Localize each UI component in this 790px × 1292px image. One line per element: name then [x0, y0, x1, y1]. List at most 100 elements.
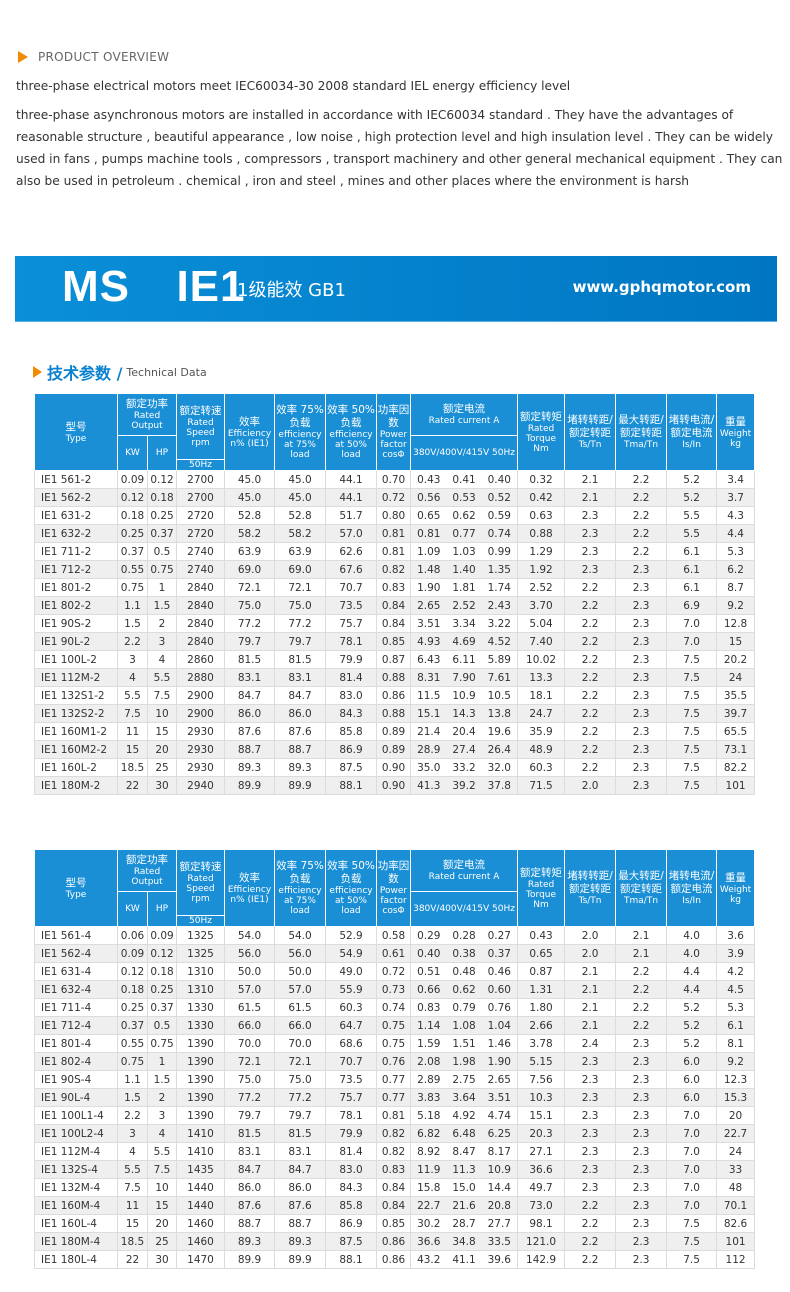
- cell: 22.7: [410, 1196, 447, 1215]
- cell: 22: [117, 776, 148, 795]
- cell: 61.5: [274, 998, 327, 1017]
- table-row: IE1 631-4 0.12 0.18 1310 50.0 50.0 49.0 0.72 0.5…: [34, 962, 756, 981]
- cell: 77.2: [224, 1088, 276, 1107]
- cell: 2.2: [564, 1232, 617, 1251]
- cell: 0.37: [146, 998, 178, 1017]
- cell: 4.93: [410, 632, 447, 651]
- cell: IE1 631-2: [34, 506, 118, 525]
- cell: 0.48: [446, 962, 482, 981]
- cell: 2.2: [117, 632, 148, 651]
- cell: 36.6: [517, 1160, 566, 1179]
- cell: 6.1: [666, 578, 718, 597]
- cell: 1.29: [517, 542, 566, 561]
- series-banner: MS IE1 1级能效 GB1 www.gphqmotor.com: [15, 256, 777, 322]
- cell: 14.4: [481, 1178, 519, 1197]
- cell: 1.1: [117, 596, 148, 615]
- table-row: IE1 562-2 0.12 0.18 2700 45.0 45.0 44.1 0.72 0.5…: [34, 488, 756, 507]
- cell: 0.75: [376, 1034, 412, 1053]
- cell: 88.1: [325, 776, 378, 795]
- cell: 2.3: [615, 614, 668, 633]
- cell: 81.5: [224, 1124, 276, 1143]
- cell: 6.0: [666, 1052, 718, 1071]
- banner-url: www.gphqmotor.com: [572, 278, 751, 296]
- cell: 0.88: [376, 704, 412, 723]
- cell: 2.3: [615, 1106, 668, 1125]
- cell: 7.5: [146, 686, 178, 705]
- cell: 3.64: [446, 1088, 482, 1107]
- cell: 84.3: [325, 1178, 378, 1197]
- cell: 70.7: [325, 578, 378, 597]
- cell: IE1 112M-4: [34, 1142, 118, 1161]
- cell: 27.7: [481, 1214, 519, 1233]
- cell: 4.3: [716, 506, 756, 525]
- cell: 2.3: [564, 524, 617, 543]
- cell: 4.74: [481, 1106, 519, 1125]
- header-efficiency: 效率 Efficiency n% (IE1): [224, 393, 276, 471]
- cell: 0.37: [117, 1016, 148, 1035]
- cell: 2.3: [615, 1250, 668, 1269]
- cell: 89.9: [274, 776, 327, 795]
- cell: 78.1: [325, 632, 378, 651]
- cell: 2.2: [615, 542, 668, 561]
- cell: 3.78: [517, 1034, 566, 1053]
- cell: 2860: [176, 650, 226, 669]
- cell: 50.0: [274, 962, 327, 981]
- cell: 75.0: [224, 596, 276, 615]
- cell: 0.25: [117, 998, 148, 1017]
- cell: 5.18: [410, 1106, 447, 1125]
- cell: 35.9: [517, 722, 566, 741]
- cell: IE1 802-4: [34, 1052, 118, 1071]
- cell: 15.8: [410, 1178, 447, 1197]
- cell: 2.4: [564, 1034, 617, 1053]
- cell: 0.62: [446, 980, 482, 999]
- cell: 101: [716, 1232, 756, 1251]
- cell: 10.5: [481, 686, 519, 705]
- cell: 5.3: [716, 542, 756, 561]
- cell: 2.1: [564, 980, 617, 999]
- cell: 0.74: [376, 998, 412, 1017]
- header-weight: 重量 Weight kg: [716, 849, 756, 927]
- cell: 57.0: [274, 980, 327, 999]
- cell: 48.9: [517, 740, 566, 759]
- cell: 82.2: [716, 758, 756, 777]
- cell: 2.2: [564, 686, 617, 705]
- cell: 2.3: [615, 1034, 668, 1053]
- cell: 0.76: [376, 1052, 412, 1071]
- cell: 21.4: [410, 722, 447, 741]
- header-efficiency-75: 效率 75%负载 efficiency at 75% load: [274, 849, 327, 927]
- cell: 39.7: [716, 704, 756, 723]
- cell: 2.3: [615, 668, 668, 687]
- cell: 60.3: [325, 998, 378, 1017]
- cell: 0.85: [376, 1214, 412, 1233]
- cell: 4: [117, 1142, 148, 1161]
- cell: 20: [146, 1214, 178, 1233]
- cell: 2.2: [615, 1016, 668, 1035]
- table-row: IE1 100L-2 3 4 2860 81.5 81.5 79.9 0.87 6.43 6.11…: [34, 650, 756, 669]
- cell: 2.2: [615, 980, 668, 999]
- header-is-in: 堵转电流/额定电流 Is/In: [666, 393, 718, 471]
- cell: 18.5: [117, 758, 148, 777]
- cell: IE1 801-2: [34, 578, 118, 597]
- cell: 8.17: [481, 1142, 519, 1161]
- cell: 85.8: [325, 1196, 378, 1215]
- cell: 87.5: [325, 758, 378, 777]
- cell: 2940: [176, 776, 226, 795]
- cell: 88.7: [224, 1214, 276, 1233]
- cell: 86.9: [325, 740, 378, 759]
- cell: 0.12: [117, 962, 148, 981]
- header-rated-torque: 额定转矩 Rated Torque Nm: [517, 393, 566, 471]
- cell: 26.4: [481, 740, 519, 759]
- cell: 0.86: [376, 686, 412, 705]
- cell: 73.0: [517, 1196, 566, 1215]
- cell: 0.87: [517, 962, 566, 981]
- cell: 2.2: [615, 470, 668, 489]
- cell: 49.7: [517, 1178, 566, 1197]
- header-rated-output: 额定功率 Rated Output: [116, 393, 178, 436]
- cell: 0.86: [376, 1250, 412, 1269]
- cell: 28.9: [410, 740, 447, 759]
- table-row: IE1 100L2-4 3 4 1410 81.5 81.5 79.9 0.82 6.82 6.4…: [34, 1124, 756, 1143]
- cell: 1410: [176, 1124, 226, 1143]
- cell: 84.7: [274, 1160, 327, 1179]
- cell: 7.0: [666, 1106, 718, 1125]
- cell: 0.79: [446, 998, 482, 1017]
